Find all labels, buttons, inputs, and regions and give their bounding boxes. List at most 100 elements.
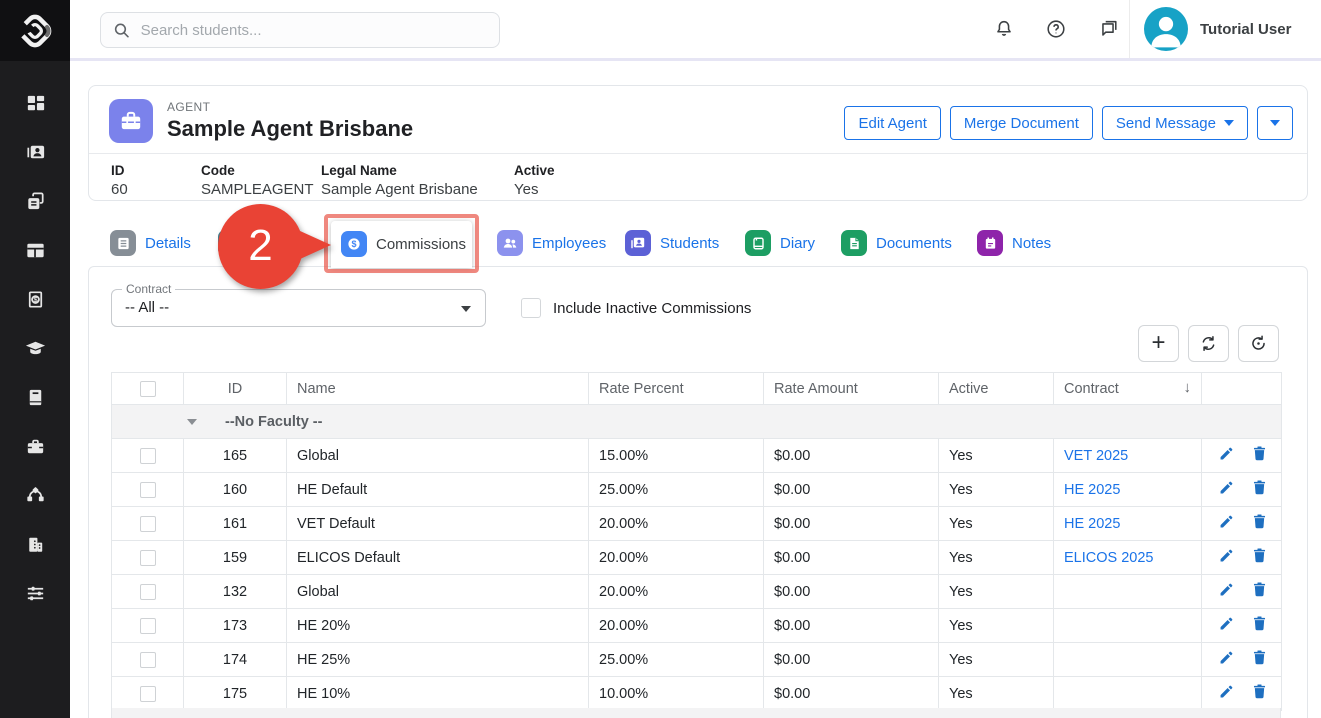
commissions-table: ID Name Rate Percent Rate Amount Active … [111,372,1282,711]
tab-employees[interactable]: Employees [497,230,606,256]
col-rate-percent[interactable]: Rate Percent [588,372,764,405]
sidebar-item-finance[interactable]: $ [0,275,70,324]
row-checkbox[interactable] [139,685,156,702]
table-row[interactable]: 132 Global 20.00% $0.00 Yes [111,574,1282,609]
table-row[interactable]: 174 HE 25% 25.00% $0.00 Yes [111,642,1282,677]
more-actions-button[interactable] [1257,106,1293,140]
tab-commissions[interactable]: $ Commissions [341,231,466,257]
add-commission-button[interactable]: + [1138,325,1179,362]
edit-row-button[interactable] [1212,513,1241,533]
trash-icon [1254,684,1266,699]
help-button[interactable] [1043,16,1069,42]
group-row[interactable]: --No Faculty -- [111,404,1282,439]
edit-row-button[interactable] [1212,615,1241,635]
next-group-row-partial [111,708,1281,718]
col-actions [1201,372,1282,405]
include-inactive-checkbox[interactable] [521,298,541,318]
select-all-checkbox[interactable] [139,380,156,397]
table-row[interactable]: 175 HE 10% 10.00% $0.00 Yes [111,676,1282,711]
edit-agent-button[interactable]: Edit Agent [844,106,941,140]
graduation-cap-icon [25,341,45,355]
user-menu[interactable]: Tutorial User [1129,0,1321,58]
merge-document-button[interactable]: Merge Document [949,106,1093,140]
history-button[interactable] [1238,325,1279,362]
delete-row-button[interactable] [1245,683,1274,703]
notifications-button[interactable] [991,16,1017,42]
delete-row-button[interactable] [1245,479,1274,499]
col-active[interactable]: Active [938,372,1054,405]
diary-book-icon [745,230,771,256]
employees-people-icon [497,230,523,256]
sidebar-nav: $ [0,61,70,618]
sidebar-item-contacts[interactable] [0,128,70,177]
search-icon [114,23,129,37]
table-row[interactable]: 159 ELICOS Default 20.00% $0.00 Yes ELIC… [111,540,1282,575]
contract-filter-select[interactable]: Contract -- All -- [111,282,486,327]
group-label: --No Faculty -- [225,413,323,430]
row-checkbox[interactable] [139,651,156,668]
sidebar-item-organisation[interactable] [0,520,70,569]
tab-details[interactable]: Details [110,230,191,256]
students-card-icon [625,230,651,256]
field-legal-name: Legal Name Sample Agent Brisbane [321,163,478,198]
tab-diary[interactable]: Diary [745,230,815,256]
hidden-tab-icon[interactable] [218,230,244,256]
contract-link[interactable]: ELICOS 2025 [1064,549,1154,566]
app-logo[interactable] [0,0,70,61]
table-row[interactable]: 165 Global 15.00% $0.00 Yes VET 2025 [111,438,1282,473]
sidebar-item-library[interactable] [0,373,70,422]
sidebar-item-documents[interactable] [0,177,70,226]
contract-link[interactable]: VET 2025 [1064,447,1129,464]
row-checkbox[interactable] [139,583,156,600]
edit-row-button[interactable] [1212,445,1241,465]
table-row[interactable]: 161 VET Default 20.00% $0.00 Yes HE 2025 [111,506,1282,541]
row-checkbox[interactable] [139,549,156,566]
delete-row-button[interactable] [1245,547,1274,567]
student-search[interactable] [100,12,500,48]
col-id[interactable]: ID [183,372,287,405]
user-name: Tutorial User [1200,20,1292,38]
sidebar-item-marketing[interactable] [0,471,70,520]
delete-row-button[interactable] [1245,513,1274,533]
col-rate-amount[interactable]: Rate Amount [763,372,939,405]
include-inactive-toggle[interactable]: Include Inactive Commissions [521,298,751,318]
edit-row-button[interactable] [1212,683,1241,703]
contract-filter-label: Contract [122,282,176,296]
edit-row-button[interactable] [1212,479,1241,499]
sidebar-item-academics[interactable] [0,324,70,373]
sidebar-item-settings[interactable] [0,569,70,618]
row-checkbox[interactable] [139,515,156,532]
tab-notes[interactable]: Notes [977,230,1051,256]
row-checkbox[interactable] [139,481,156,498]
contract-link[interactable]: HE 2025 [1064,481,1121,498]
contract-filter-value: -- All -- [125,299,170,316]
tab-students[interactable]: Students [625,230,719,256]
table-row[interactable]: 160 HE Default 25.00% $0.00 Yes HE 2025 [111,472,1282,507]
svg-text:$: $ [33,295,38,304]
table-row[interactable]: 173 HE 20% 20.00% $0.00 Yes [111,608,1282,643]
col-name[interactable]: Name [286,372,589,405]
edit-row-button[interactable] [1212,649,1241,669]
edit-row-button[interactable] [1212,547,1241,567]
delete-row-button[interactable] [1245,649,1274,669]
send-message-button[interactable]: Send Message [1101,106,1248,140]
tab-documents[interactable]: Documents [841,230,952,256]
delete-row-button[interactable] [1245,581,1274,601]
search-input[interactable] [140,21,487,39]
row-checkbox[interactable] [139,617,156,634]
sidebar-item-timetable[interactable] [0,226,70,275]
row-checkbox[interactable] [139,447,156,464]
edit-row-button[interactable] [1212,581,1241,601]
finance-icon: $ [28,291,42,308]
collapse-caret-icon[interactable] [187,418,197,425]
contract-link[interactable]: HE 2025 [1064,515,1121,532]
sidebar-item-agents[interactable] [0,422,70,471]
delete-row-button[interactable] [1245,445,1274,465]
table-header-row: ID Name Rate Percent Rate Amount Active … [111,372,1282,405]
refresh-button[interactable] [1188,325,1229,362]
tab-commissions-active[interactable]: $ Commissions [331,221,472,268]
feedback-button[interactable] [1095,16,1121,42]
sidebar-item-dashboard[interactable] [0,79,70,128]
col-contract[interactable]: Contract [1053,372,1202,405]
delete-row-button[interactable] [1245,615,1274,635]
